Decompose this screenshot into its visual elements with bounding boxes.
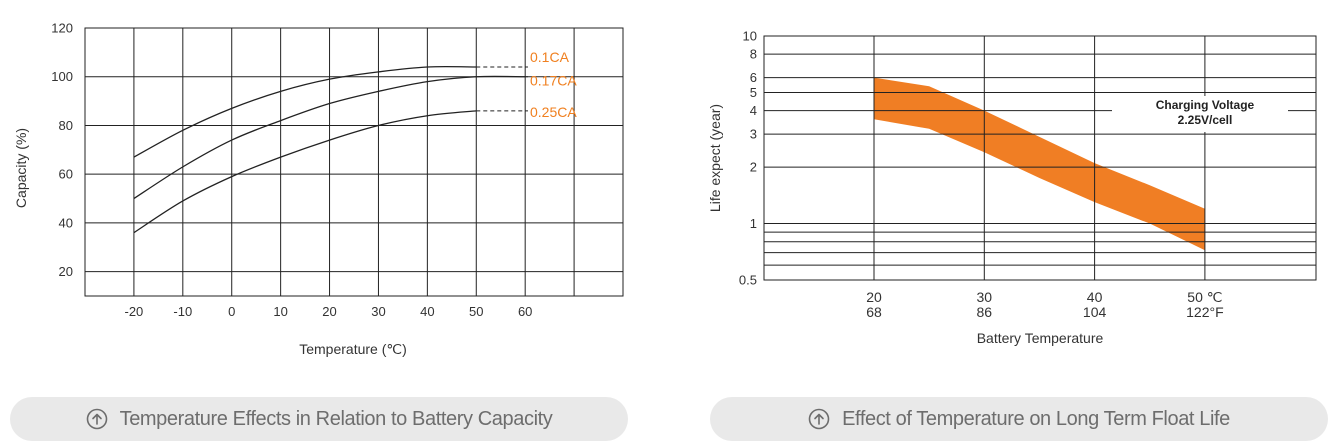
chart1-y-tick: 80 [59, 118, 73, 133]
chart1-x-tick: 10 [273, 304, 287, 319]
chart1-y-tick: 120 [51, 21, 73, 36]
chart2-y-tick: 2 [750, 160, 757, 175]
capacity-temperature-chart: 20 40 60 80 100 120 -20 -10 0 10 20 30 40 50 60 0.1CA… [13, 21, 624, 357]
chart1-series-labels: 0.1CA 0.17CA 0.25CA [530, 49, 577, 120]
chart1-x-tick: 30 [371, 304, 385, 319]
chart1-x-axis-label: Temperature (℃) [299, 341, 407, 357]
chart2-annotation-line1: Charging Voltage [1156, 98, 1255, 112]
chart1-y-tick: 20 [59, 264, 73, 279]
chart2-y-tick: 0.5 [739, 273, 757, 288]
caption-capacity-text: Temperature Effects in Relation to Batte… [119, 407, 553, 430]
chart2-y-axis-label: Life expect (year) [707, 104, 723, 212]
chart2-x-tick-celsius: 20 [866, 289, 882, 305]
chart2-y-tick: 10 [743, 29, 757, 44]
chart2-x-tick-celsius: 30 [977, 289, 993, 305]
chart2-y-tick: 4 [750, 103, 757, 118]
chart2-x-tick-celsius: 40 [1087, 289, 1103, 305]
chart2-band-area [874, 77, 1205, 251]
chart1-series-label: 0.17CA [530, 73, 577, 89]
chart2-grid [763, 35, 1317, 281]
chart2-plot-frame [763, 35, 1317, 281]
chart1-series-label: 0.1CA [530, 49, 570, 65]
chart2-x-tick-fahrenheit: 122°F [1186, 304, 1224, 320]
arrow-up-circle-icon [86, 408, 107, 430]
chart2-y-tick: 8 [750, 47, 757, 62]
chart2-y-tick: 1 [750, 216, 757, 231]
caption-float-life-text: Effect of Temperature on Long Term Float… [842, 407, 1230, 430]
chart2-y-tick: 3 [750, 127, 757, 142]
chart1-x-tick: 40 [420, 304, 434, 319]
chart2-annotation-line2: 2.25V/cell [1178, 113, 1233, 127]
chart1-x-tick: 20 [322, 304, 336, 319]
chart1-y-axis-label: Capacity (%) [13, 128, 29, 208]
chart1-grid [84, 27, 624, 297]
chart1-x-tick-labels: -20 -10 0 10 20 30 40 50 60 [125, 304, 533, 319]
chart2-life-band [874, 77, 1205, 251]
caption-float-life[interactable]: Effect of Temperature on Long Term Float… [710, 397, 1328, 441]
chart1-x-tick: -10 [173, 304, 192, 319]
chart1-series-line [133, 75, 526, 200]
chart2-y-tick-labels: 0.5 1 2 3 4 56 8 10 [739, 29, 757, 288]
chart1-x-tick: 60 [518, 304, 532, 319]
chart2-y-tick: 5 [750, 85, 757, 100]
arrow-up-circle-icon [808, 408, 830, 430]
chart1-series-line [133, 65, 477, 158]
chart1-series-label: 0.25CA [530, 104, 577, 120]
chart2-x-tick-fahrenheit: 68 [866, 304, 882, 320]
chart1-x-tick: 0 [228, 304, 235, 319]
chart1-y-tick: 100 [51, 69, 73, 84]
chart2-x-tick-fahrenheit: 86 [977, 304, 993, 320]
chart2-x-tick-celsius: 50 ℃ [1187, 289, 1222, 305]
chart1-series-lines [133, 65, 528, 234]
chart2-y-tick: 6 [750, 70, 757, 85]
chart2-annotation-box [1112, 96, 1288, 132]
chart1-y-tick-labels: 20 40 60 80 100 120 [51, 21, 73, 280]
chart1-y-tick: 60 [59, 167, 73, 182]
chart1-y-tick: 40 [59, 215, 73, 230]
chart1-x-tick: -20 [125, 304, 144, 319]
chart1-plot-frame [84, 27, 624, 297]
chart2-x-tick-fahrenheit: 104 [1083, 304, 1107, 320]
caption-capacity[interactable]: Temperature Effects in Relation to Batte… [10, 397, 628, 441]
chart1-series-line [133, 110, 477, 234]
chart2-x-axis-label: Battery Temperature [977, 330, 1104, 346]
chart1-x-tick: 50 [469, 304, 483, 319]
